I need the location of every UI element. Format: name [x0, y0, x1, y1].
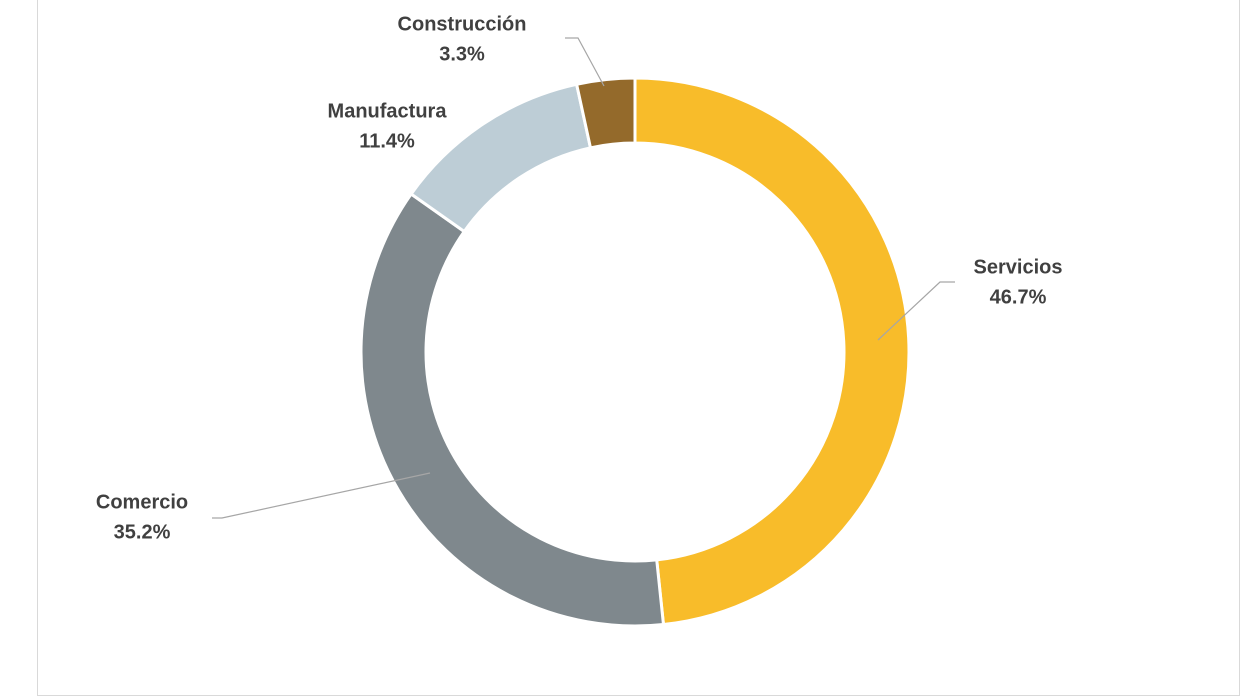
value-label: 46.7%	[990, 286, 1047, 308]
category-label: Servicios	[974, 256, 1063, 278]
donut-segment	[633, 76, 911, 627]
category-label: Manufactura	[328, 100, 448, 122]
value-label: 3.3%	[439, 43, 485, 65]
category-label: Construcción	[398, 13, 527, 35]
value-label: 35.2%	[114, 521, 171, 543]
donut-segment	[574, 76, 637, 150]
leader-line	[565, 37, 605, 87]
leader-line	[212, 472, 431, 519]
leader-line	[877, 281, 955, 341]
donut-segment	[359, 191, 666, 628]
value-label: 11.4%	[359, 130, 415, 152]
category-label: Comercio	[96, 491, 188, 513]
